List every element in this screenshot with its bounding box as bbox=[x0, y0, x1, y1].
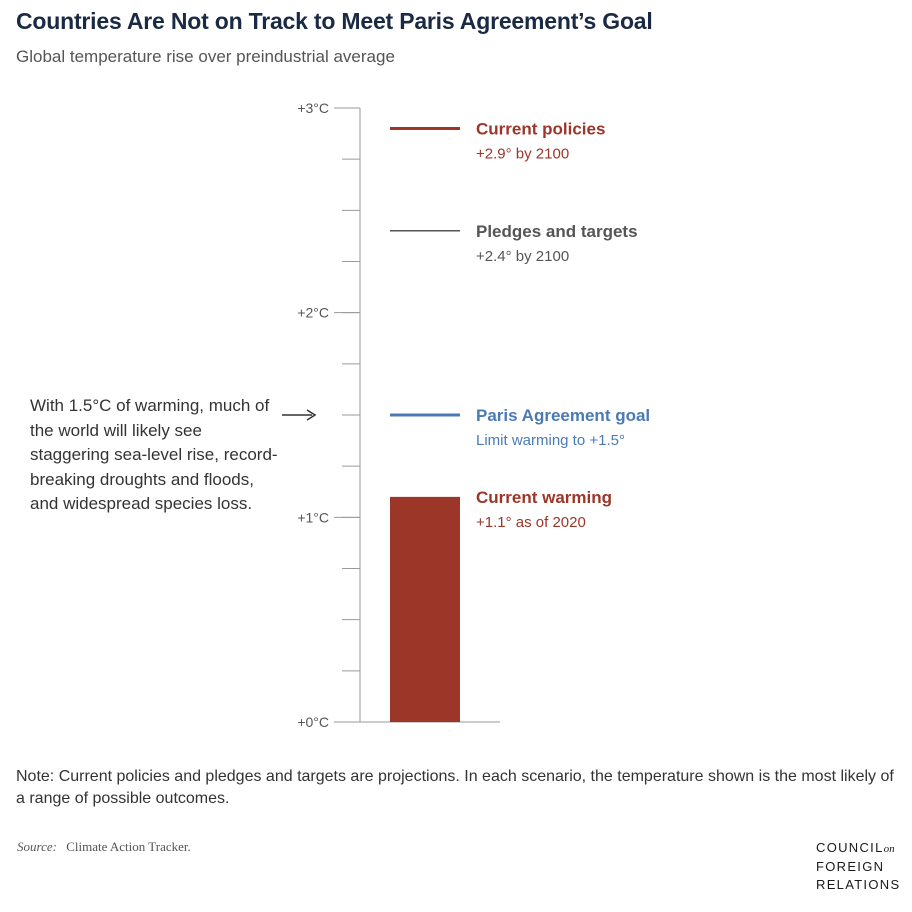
source-line: Source: Climate Action Tracker. bbox=[17, 839, 191, 855]
logo-line-1: COUNCIL bbox=[816, 840, 884, 855]
y-tick-label: +3°C bbox=[297, 100, 329, 116]
logo-on: on bbox=[883, 843, 895, 855]
logo-line-3: RELATIONS bbox=[816, 877, 901, 892]
logo-line-2: FOREIGN bbox=[816, 859, 885, 874]
paris-agreement-goal-sublabel: Limit warming to +1.5° bbox=[476, 432, 625, 449]
current-policies-sublabel: +2.9° by 2100 bbox=[476, 145, 569, 162]
annotation-arrow-icon bbox=[282, 409, 317, 421]
current-warming-label: Current warming bbox=[476, 488, 612, 507]
current-warming-sublabel: +1.1° as of 2020 bbox=[476, 514, 586, 531]
chart-subtitle: Global temperature rise over preindustri… bbox=[16, 47, 395, 66]
current-policies-label: Current policies bbox=[476, 119, 605, 138]
y-tick-label: +2°C bbox=[297, 305, 329, 321]
y-tick-label: +0°C bbox=[297, 714, 329, 730]
y-tick-label: +1°C bbox=[297, 509, 329, 525]
chart-note: Note: Current policies and pledges and t… bbox=[16, 768, 894, 807]
pledges-and-targets-sublabel: +2.4° by 2100 bbox=[476, 248, 569, 265]
pledges-and-targets-label: Pledges and targets bbox=[476, 222, 638, 241]
source-text: Climate Action Tracker. bbox=[66, 839, 191, 854]
paris-agreement-goal-label: Paris Agreement goal bbox=[476, 406, 650, 425]
current-warming-bar bbox=[390, 496, 460, 722]
annotation-text: With 1.5°C of warming, much of the world… bbox=[30, 396, 278, 513]
chart-title: Countries Are Not on Track to Meet Paris… bbox=[16, 8, 653, 34]
source-label: Source: bbox=[17, 839, 57, 854]
cfr-logo: COUNCILon FOREIGN RELATIONS bbox=[816, 839, 906, 894]
